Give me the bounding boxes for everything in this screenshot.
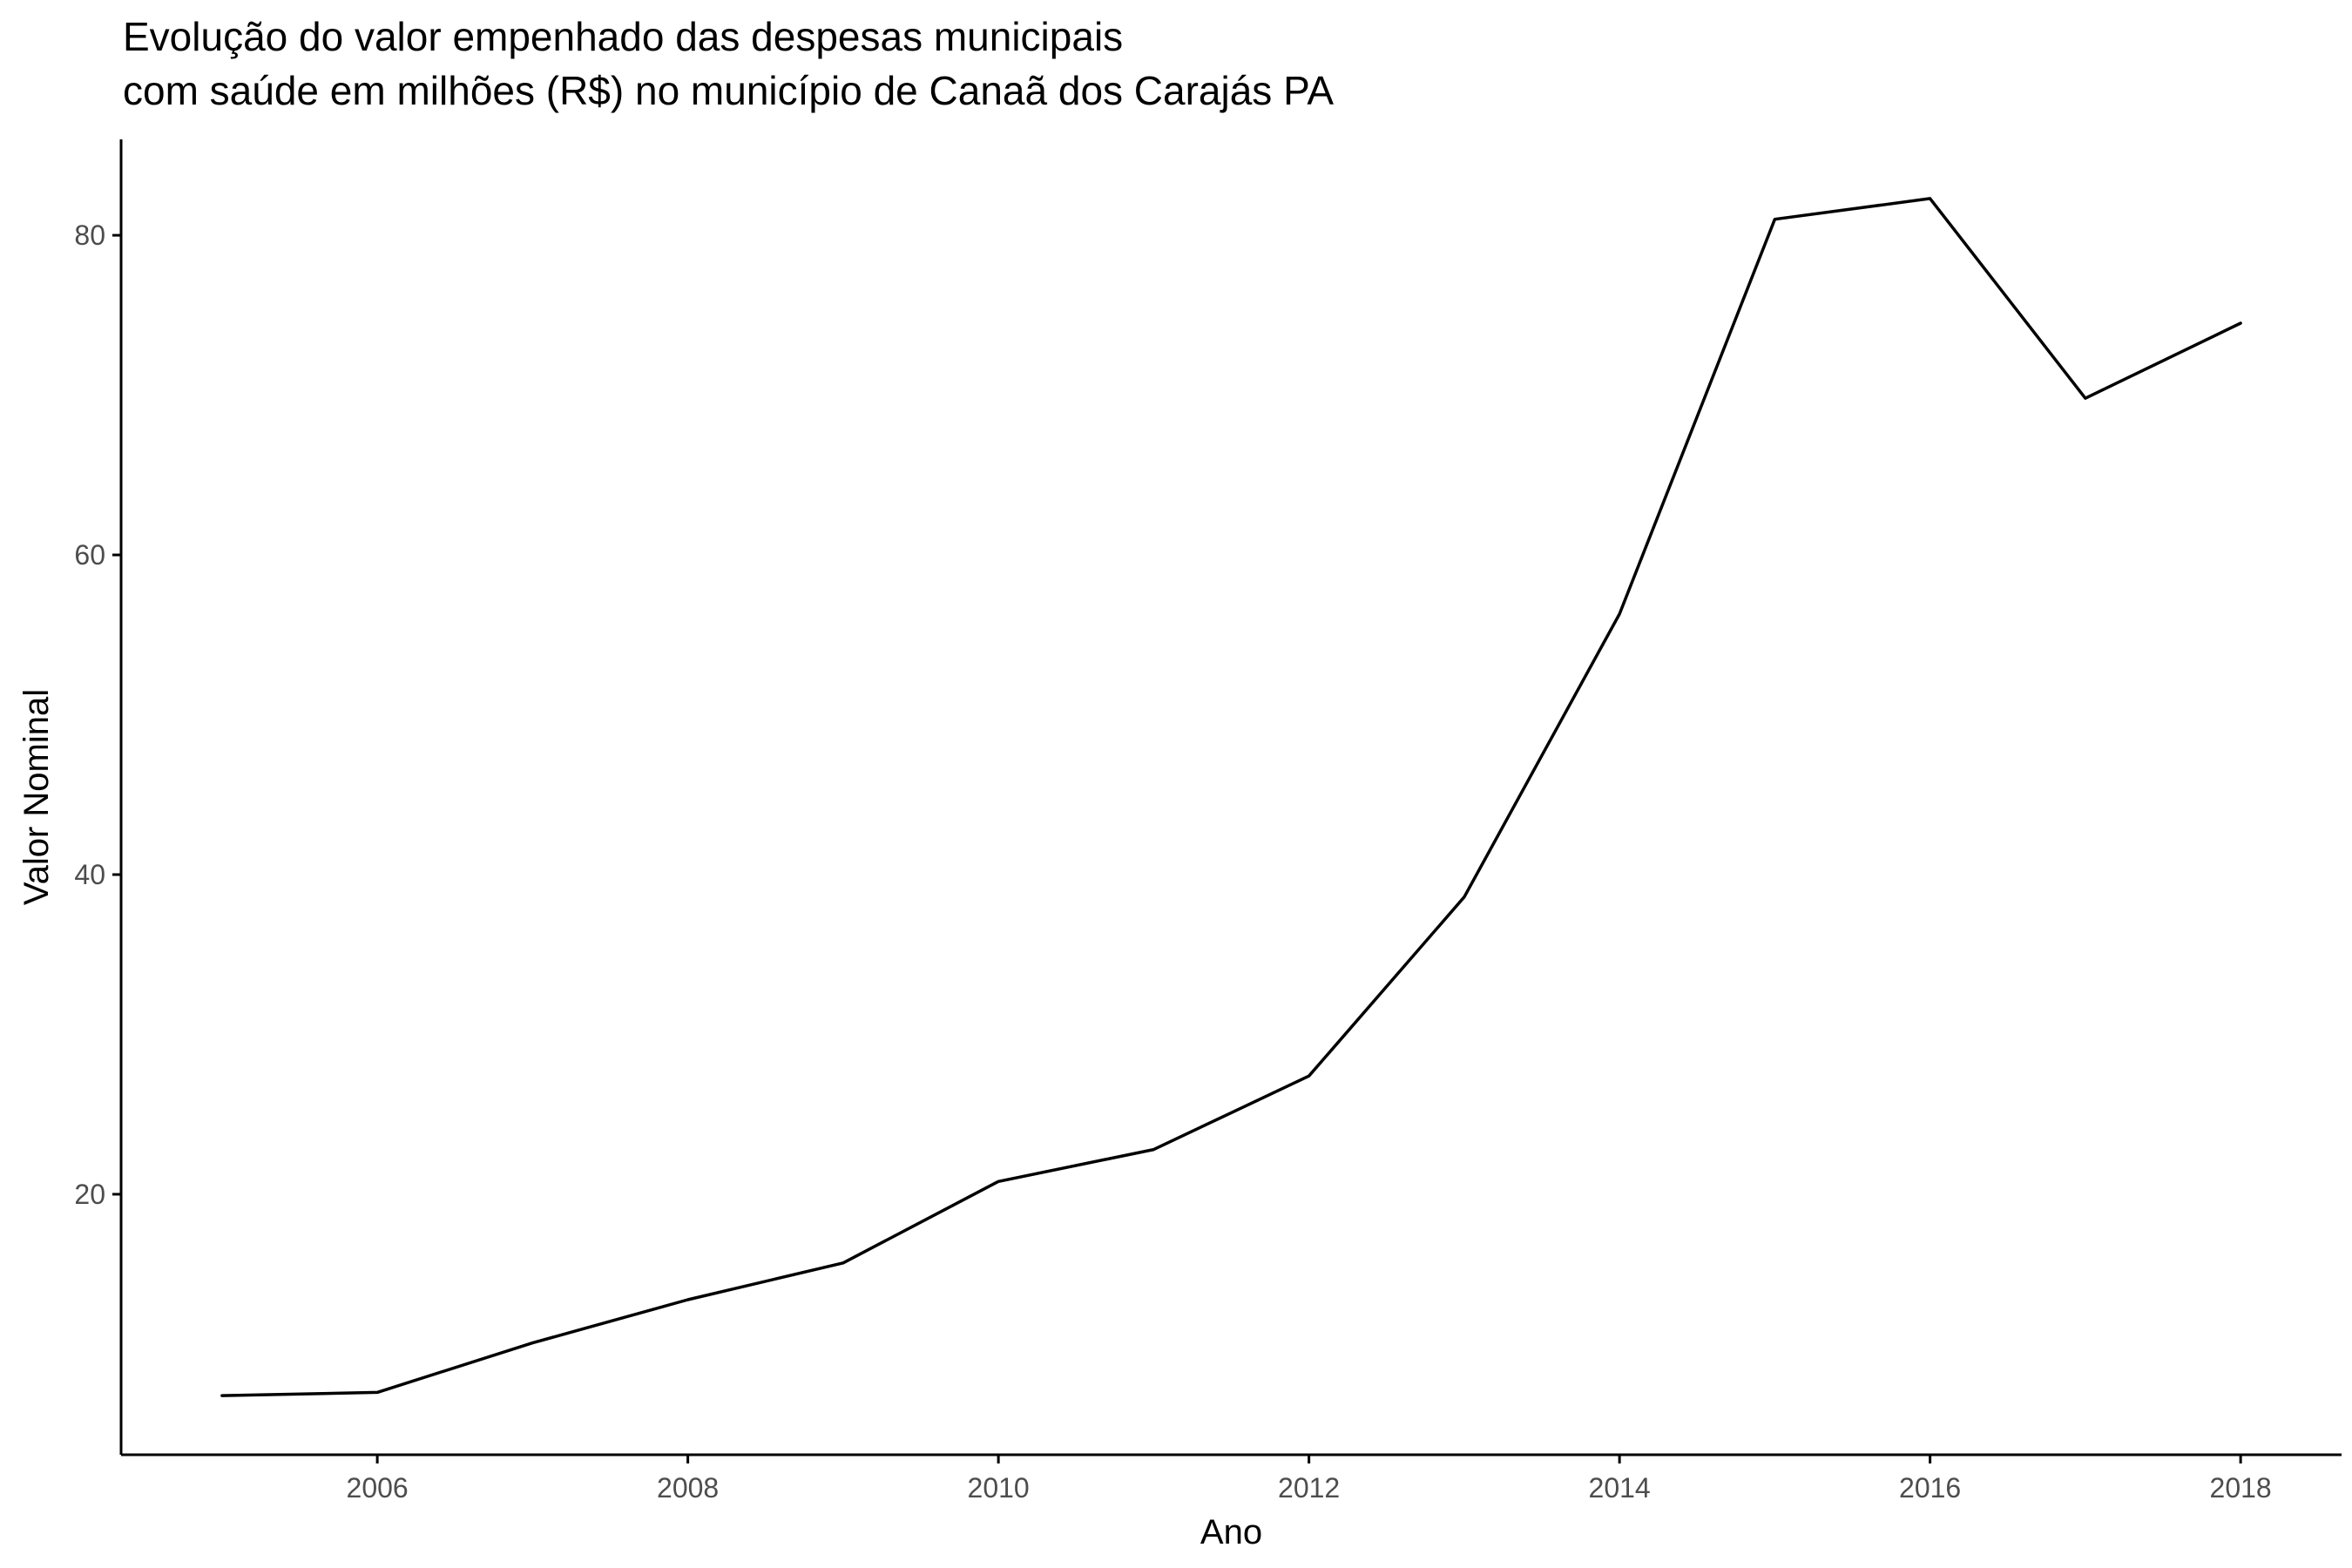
chart-title-line-1: Evolução do valor empenhado das despesas… (123, 14, 1123, 59)
chart-title-line-2: com saúde em milhões (R$) no município d… (123, 68, 1334, 113)
x-tick-label: 2008 (657, 1472, 719, 1504)
x-tick-label: 2012 (1278, 1472, 1340, 1504)
y-tick-label: 60 (74, 539, 105, 571)
plot-area (220, 197, 2242, 1397)
x-tick-label: 2016 (1899, 1472, 1961, 1504)
series-line-0 (220, 197, 2242, 1397)
y-tick-label: 20 (74, 1179, 105, 1210)
y-axis-title: Valor Nominal (17, 689, 56, 905)
x-tick-label: 2006 (347, 1472, 409, 1504)
chart-title: Evolução do valor empenhado das despesas… (123, 14, 1334, 113)
y-tick-label: 40 (74, 859, 105, 890)
y-tick-label: 80 (74, 220, 105, 251)
x-axis-title: Ano (1200, 1513, 1262, 1551)
x-axis-ticks: 2006 2008 2010 2012 2014 2016 2018 (347, 1455, 2272, 1504)
axes (119, 139, 2342, 1456)
y-axis-ticks: 20 40 60 80 (74, 220, 121, 1210)
x-tick-label: 2014 (1589, 1472, 1651, 1504)
x-tick-label: 2010 (968, 1472, 1030, 1504)
x-tick-label: 2018 (2210, 1472, 2272, 1504)
